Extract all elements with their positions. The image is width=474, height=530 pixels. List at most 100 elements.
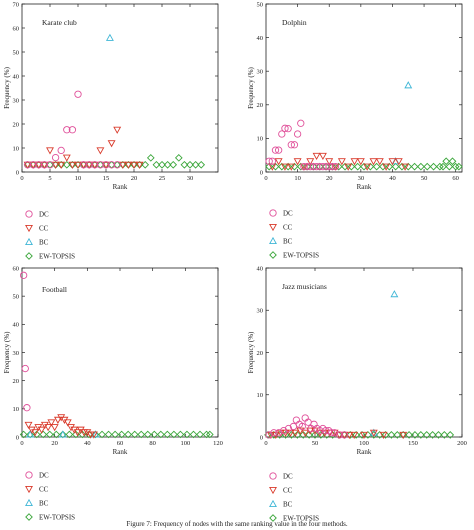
point-dc [340, 431, 349, 439]
y-tick-label: 30 [13, 97, 20, 104]
legend-label: CC [39, 486, 49, 494]
x-tick-label: 60 [452, 175, 459, 182]
point-dc [74, 90, 82, 98]
legend-marker-bc [25, 237, 33, 246]
legend-label: CC [39, 225, 49, 233]
point-cc [330, 429, 339, 437]
point-ew-topsis [52, 430, 61, 439]
point-dc [274, 146, 283, 154]
point-ew-topsis [111, 430, 119, 439]
point-cc [118, 161, 127, 169]
point-cc [401, 163, 410, 171]
point-ew-topsis [346, 431, 355, 439]
x-tick-label: 5 [48, 175, 51, 182]
point-ew-topsis [296, 162, 305, 171]
point-ew-topsis [163, 430, 172, 439]
point-dc [284, 125, 292, 133]
y-axis-label: Frequency (%) [247, 331, 255, 373]
x-tick-label: 15 [103, 175, 110, 182]
x-tick-label: 20 [326, 175, 333, 182]
point-dc [19, 271, 28, 279]
point-ew-topsis [141, 160, 150, 169]
point-ew-topsis [65, 430, 74, 439]
x-axis-label: Rank [113, 183, 128, 191]
legend-marker-ew-topsis [269, 514, 277, 522]
point-dc [328, 162, 337, 171]
point-cc [57, 161, 66, 169]
point-cc [40, 421, 49, 430]
y-axis-label: Frequency (%) [3, 66, 11, 108]
legend-label: BC [283, 501, 293, 509]
point-ew-topsis [78, 430, 87, 439]
x-tick-label: 30 [358, 175, 365, 182]
point-ew-topsis [366, 162, 375, 171]
point-ew-topsis [434, 431, 443, 439]
y-tick-label: 0 [16, 169, 19, 176]
y-tick-label: 50 [13, 293, 20, 300]
point-ew-topsis [104, 430, 113, 439]
point-ew-topsis [186, 160, 194, 169]
point-dc [63, 126, 71, 134]
legend-label: DC [39, 472, 49, 480]
legend-marker-dc [269, 209, 277, 217]
point-ew-topsis [196, 430, 204, 439]
point-ew-topsis [156, 430, 165, 439]
legend-marker-bc [25, 498, 33, 507]
point-cc [135, 161, 144, 169]
y-tick-label: 20 [13, 121, 20, 128]
series-dc [23, 90, 121, 169]
point-cc [274, 158, 283, 166]
legend-marker-cc [25, 224, 33, 233]
point-dc [91, 161, 99, 169]
y-tick-label: 20 [257, 102, 264, 109]
plot-frame [265, 267, 463, 438]
point-ew-topsis [429, 162, 438, 171]
y-tick-label: 10 [257, 136, 264, 143]
point-cc [113, 126, 122, 134]
point-ew-topsis [299, 431, 308, 439]
point-ew-topsis [143, 430, 152, 439]
point-cc [296, 427, 305, 435]
y-tick-label: 50 [13, 49, 20, 56]
y-axis-label: Frequency (%) [3, 331, 11, 373]
y-tick-label: 0 [16, 434, 19, 441]
point-ew-topsis [152, 160, 161, 169]
point-ew-topsis [446, 431, 455, 439]
point-cc [44, 424, 53, 432]
point-dc [85, 161, 93, 169]
legend-marker-ew-topsis [25, 513, 33, 521]
point-dc [331, 162, 340, 171]
point-ew-topsis [189, 430, 198, 439]
point-cc [50, 424, 59, 432]
point-ew-topsis [124, 430, 133, 439]
point-cc [62, 154, 71, 162]
y-tick-label: 40 [257, 35, 264, 42]
legend-label: EW-TOPSIS [39, 514, 75, 522]
point-ew-topsis [293, 431, 302, 439]
point-bc [91, 430, 100, 438]
point-cc [74, 161, 82, 169]
point-bc [58, 430, 67, 438]
point-cc [360, 431, 368, 440]
legend: DC CC BC EW-TOPSIS [269, 472, 319, 523]
x-tick-label: 100 [359, 440, 369, 447]
legend-label: BC [39, 239, 49, 247]
point-cc [53, 416, 62, 424]
point-ew-topsis [32, 430, 41, 439]
point-ew-topsis [39, 430, 48, 439]
legend-label: CC [283, 224, 293, 232]
point-cc [130, 161, 138, 169]
x-tick-label: 20 [131, 175, 138, 182]
point-cc [89, 431, 98, 439]
point-cc [325, 158, 334, 166]
point-cc [337, 158, 346, 166]
point-dc [79, 161, 88, 169]
point-ew-topsis [72, 430, 80, 439]
legend-marker-cc [25, 485, 33, 494]
point-dc [297, 119, 305, 127]
legend: DC CC BC EW-TOPSIS [25, 210, 75, 261]
point-cc [369, 158, 378, 166]
point-ew-topsis [358, 431, 366, 439]
point-ew-topsis [117, 430, 126, 439]
point-ew-topsis [364, 431, 372, 439]
